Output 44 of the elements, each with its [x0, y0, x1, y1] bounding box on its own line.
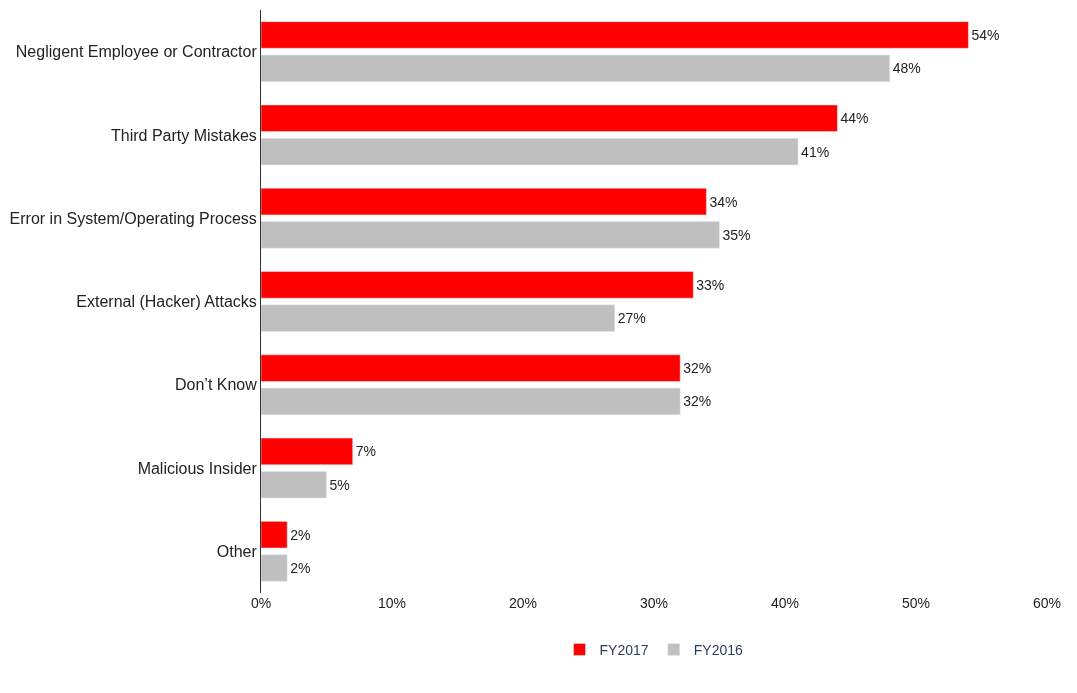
data-label: 35% — [722, 226, 751, 243]
bar — [261, 187, 707, 216]
data-label: 32% — [683, 360, 712, 377]
data-label: 2% — [290, 560, 311, 577]
bar — [261, 271, 694, 299]
data-label: 7% — [355, 443, 376, 460]
data-label: 5% — [329, 476, 350, 493]
data-label: 34% — [709, 193, 738, 210]
data-label: 32% — [683, 393, 712, 410]
bar — [261, 387, 681, 416]
x-tick-label: 60% — [1032, 595, 1062, 611]
data-label: 44% — [840, 110, 869, 127]
data-label: 54% — [971, 26, 1000, 43]
bar — [261, 221, 720, 249]
y-tick-label: Malicious Insider — [137, 459, 258, 477]
data-label: 2% — [290, 526, 311, 543]
bar — [261, 54, 891, 82]
legend-label: FY2016 — [693, 641, 743, 658]
legend-label: FY2017 — [599, 641, 649, 658]
y-tick-label: Error in System/Operating Process — [9, 209, 257, 227]
bar — [261, 304, 615, 332]
bar — [261, 21, 969, 49]
data-label: 27% — [617, 310, 646, 327]
data-label: 41% — [801, 143, 830, 160]
bar — [261, 354, 681, 382]
x-tick-label: 30% — [639, 595, 669, 611]
y-tick-label: Other — [216, 542, 258, 560]
y-tick-label: Don’t Know — [174, 376, 258, 394]
y-tick-label: External (Hacker) Attacks — [76, 293, 257, 311]
x-tick-label: 0% — [250, 595, 272, 611]
x-tick-label: 20% — [508, 595, 538, 611]
bar — [261, 471, 327, 499]
y-tick-label: Third Party Mistakes — [110, 126, 257, 144]
bar — [261, 437, 353, 465]
x-tick-label: 50% — [901, 595, 931, 611]
data-label: 33% — [696, 276, 725, 293]
bar — [261, 104, 838, 132]
y-tick-label: Negligent Employee or Contractor — [15, 43, 258, 61]
x-tick-label: 40% — [770, 595, 800, 611]
bar — [261, 554, 288, 582]
bar — [261, 521, 288, 549]
bar — [261, 138, 799, 166]
data-label: 48% — [892, 60, 921, 77]
x-tick-label: 10% — [377, 595, 407, 611]
